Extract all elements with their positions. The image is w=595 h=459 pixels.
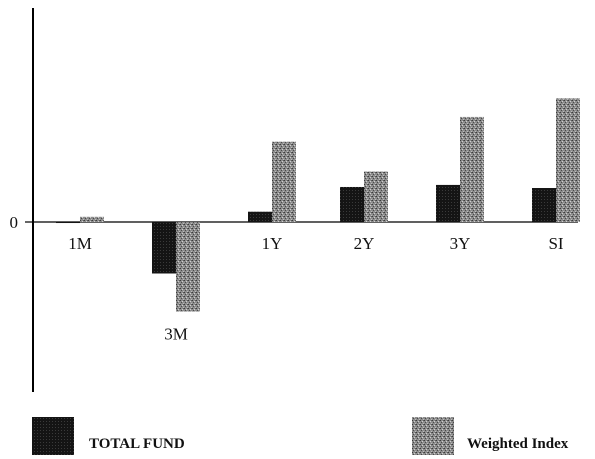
bar-weighted-index-1m — [80, 216, 104, 222]
bar-weighted-index-3y — [460, 116, 484, 222]
bar-total-fund-1m — [56, 222, 80, 224]
bars-group — [56, 98, 580, 312]
legend: TOTAL FUND Weighted Index — [32, 417, 569, 455]
x-tick-label-3m: 3M — [164, 325, 188, 344]
bar-total-fund-3y — [436, 184, 460, 222]
legend-label-total-fund: TOTAL FUND — [89, 436, 185, 452]
x-tick-label-si: SI — [548, 234, 563, 253]
legend-label-weighted-index: Weighted Index — [467, 436, 569, 452]
x-tick-label-1y: 1Y — [262, 234, 283, 253]
bar-total-fund-si — [532, 188, 556, 222]
bar-total-fund-2y — [340, 186, 364, 222]
x-tick-labels: 1M 3M 1Y 2Y 3Y SI — [68, 234, 564, 344]
x-tick-label-3y: 3Y — [450, 234, 471, 253]
bar-weighted-index-3m — [176, 222, 200, 312]
legend-swatch-weighted-index — [412, 417, 454, 455]
x-tick-label-2y: 2Y — [354, 234, 375, 253]
legend-swatch-total-fund — [32, 417, 74, 455]
x-tick-label-1m: 1M — [68, 234, 92, 253]
bar-weighted-index-1y — [272, 141, 296, 222]
bar-weighted-index-si — [556, 98, 580, 222]
bar-total-fund-1y — [248, 211, 272, 222]
bar-total-fund-3m — [152, 222, 176, 274]
bar-weighted-index-2y — [364, 171, 388, 222]
y-tick-label: 0 — [10, 213, 19, 232]
